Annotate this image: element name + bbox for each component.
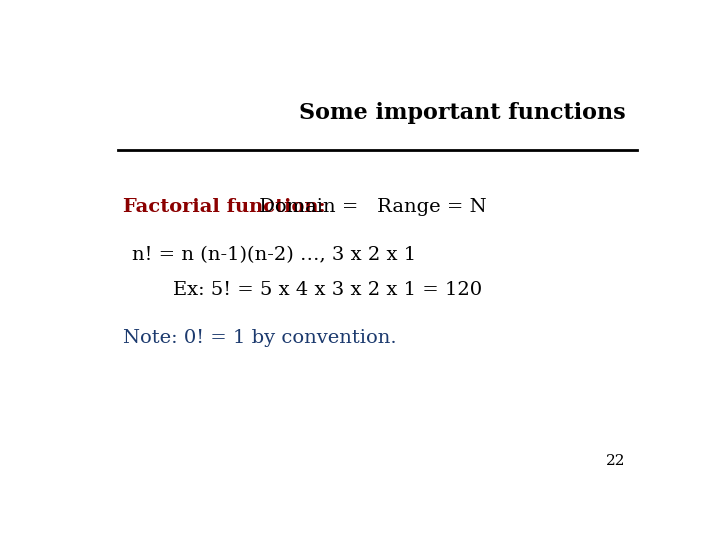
Text: Ex: 5! = 5 x 4 x 3 x 2 x 1 = 120: Ex: 5! = 5 x 4 x 3 x 2 x 1 = 120: [173, 281, 482, 299]
Text: n! = n (n-1)(n-2) …, 3 x 2 x 1: n! = n (n-1)(n-2) …, 3 x 2 x 1: [132, 246, 416, 264]
Text: Factorial function:: Factorial function:: [124, 198, 326, 216]
Text: Domain =   Range = N: Domain = Range = N: [253, 198, 487, 216]
Text: Note: 0! = 1 by convention.: Note: 0! = 1 by convention.: [124, 329, 397, 347]
Text: Some important functions: Some important functions: [299, 102, 626, 124]
Text: 22: 22: [606, 454, 626, 468]
